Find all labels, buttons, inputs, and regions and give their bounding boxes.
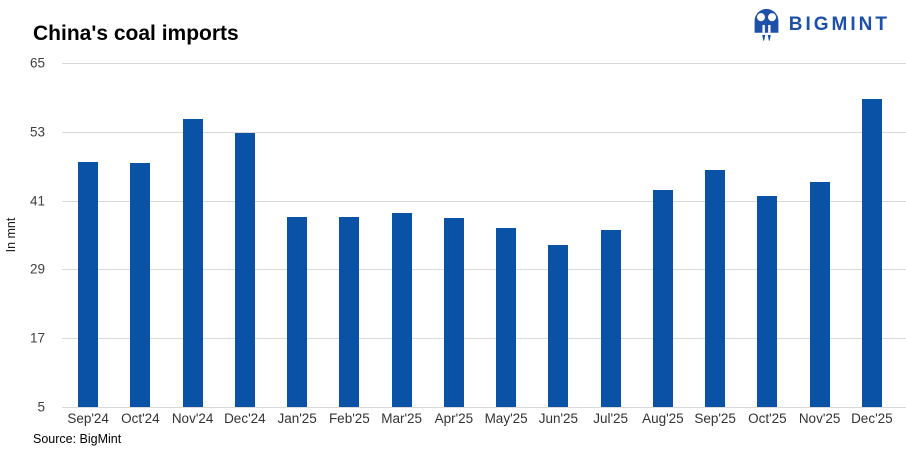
bar — [130, 163, 151, 407]
gridline — [62, 131, 906, 133]
bar — [182, 119, 203, 407]
chart-title: China's coal imports — [33, 22, 239, 45]
gridline — [62, 338, 906, 340]
x-axis: Sep'24 Oct'24 Nov'24 Dec'24 Jan'25 Feb'25 Mar'… — [62, 411, 898, 426]
y-tick-label: 53 — [29, 124, 45, 140]
x-tick-label: Dec'24 — [224, 411, 266, 426]
x-tick-label: Sep'25 — [694, 411, 736, 426]
y-tick-label: 41 — [29, 193, 45, 209]
bar-slot — [741, 63, 793, 407]
bar — [234, 132, 255, 407]
bar — [861, 98, 882, 407]
bar — [496, 228, 517, 407]
bar-slot — [689, 63, 741, 407]
bar-slot — [585, 63, 637, 407]
bar-slot — [376, 63, 428, 407]
bar-slot — [114, 63, 166, 407]
x-tick-label: Dec'25 — [851, 411, 893, 426]
y-axis: 65 53 41 29 17 5 — [0, 56, 54, 415]
x-tick-label: Aug'25 — [642, 411, 684, 426]
bar-slot — [219, 63, 271, 407]
bars — [62, 63, 898, 407]
bar — [443, 217, 464, 407]
bar-slot — [271, 63, 323, 407]
y-tick-label: 5 — [37, 399, 45, 415]
x-tick-label: Sep'24 — [67, 411, 109, 426]
gridline — [62, 63, 906, 64]
x-tick-label: Apr'25 — [434, 411, 474, 426]
x-tick-label: Feb'25 — [328, 411, 370, 426]
bar — [339, 216, 360, 407]
bigmint-logo: BIGMINT — [750, 6, 890, 43]
x-tick-label: May'25 — [484, 411, 528, 426]
y-tick-label: 17 — [29, 330, 45, 346]
bar-slot — [532, 63, 584, 407]
bar-slot — [323, 63, 375, 407]
bar-slot — [428, 63, 480, 407]
x-tick-label: Mar'25 — [381, 411, 423, 426]
bar-slot — [167, 63, 219, 407]
bar — [705, 170, 726, 407]
x-tick-label: Jun'25 — [538, 411, 579, 426]
gridline — [62, 407, 906, 408]
x-tick-label: Jul'25 — [593, 411, 629, 426]
y-tick-label: 29 — [29, 261, 45, 277]
bar — [78, 161, 99, 407]
y-tick-label: 65 — [29, 55, 45, 71]
bar — [391, 213, 412, 407]
bar-slot — [794, 63, 846, 407]
bar — [548, 245, 569, 407]
bar-slot — [480, 63, 532, 407]
bigmint-logo-text: BIGMINT — [788, 13, 890, 35]
x-tick-label: Nov'25 — [798, 411, 841, 426]
gridline — [62, 269, 906, 271]
x-tick-label: Nov'24 — [171, 411, 214, 426]
bar-slot — [637, 63, 689, 407]
bar — [287, 217, 308, 407]
plot-area — [62, 63, 906, 408]
bar-slot — [846, 63, 898, 407]
x-tick-label: Oct'25 — [748, 411, 787, 426]
bar-slot — [62, 63, 114, 407]
gridline — [62, 200, 906, 202]
bar — [809, 182, 830, 407]
bar — [757, 196, 778, 407]
x-tick-label: Oct'24 — [121, 411, 160, 426]
bar — [652, 189, 673, 407]
bigmint-logo-icon — [754, 8, 779, 41]
source-note: Source: BigMint — [33, 432, 122, 446]
bar — [600, 230, 621, 407]
x-tick-label: Jan'25 — [277, 411, 317, 426]
